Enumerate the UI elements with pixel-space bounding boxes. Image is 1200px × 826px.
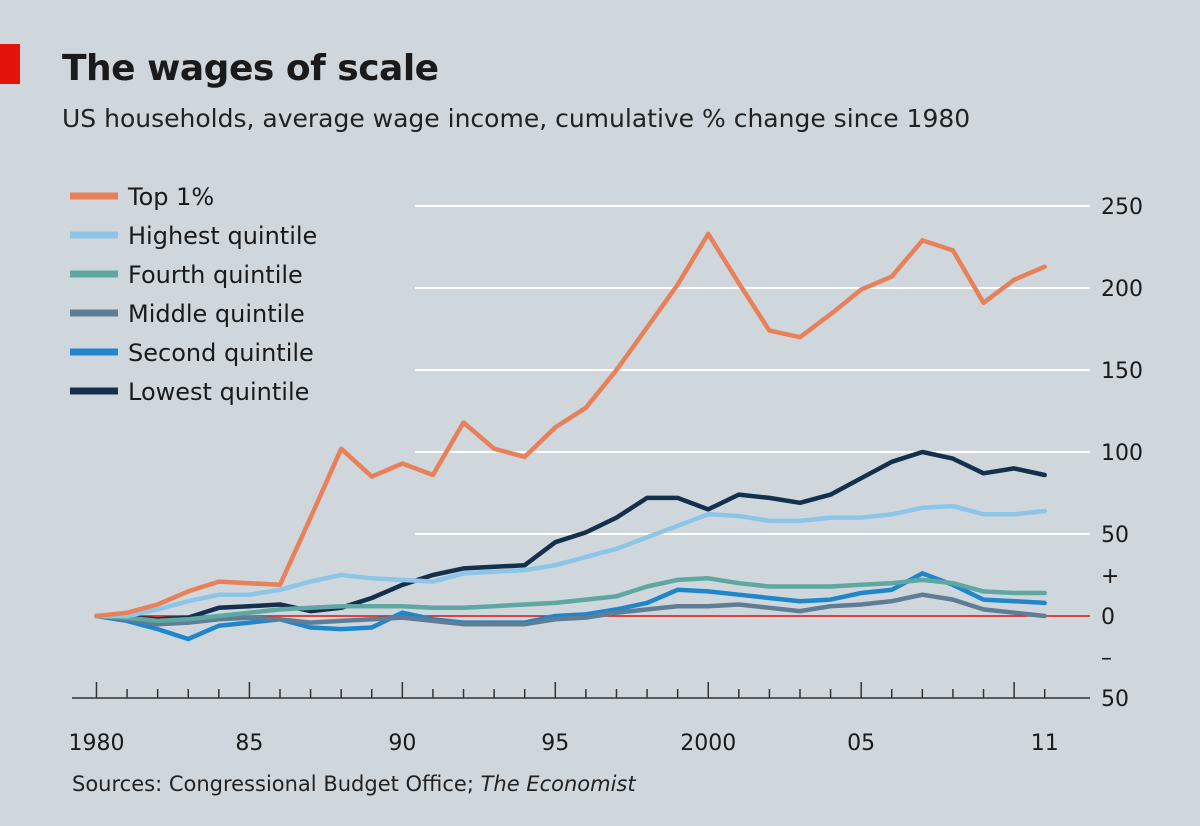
legend-label-2: Fourth quintile	[128, 261, 303, 289]
series-line-0	[94, 231, 1047, 619]
y-tick-label-3: 100	[1101, 441, 1143, 466]
chart-subtitle: US households, average wage income, cumu…	[62, 104, 971, 133]
y-tick-label-4: 50	[1101, 523, 1129, 548]
series-line-3	[94, 592, 1047, 627]
y-sign-label-1: –	[1101, 646, 1112, 671]
y-tick-label-2: 150	[1101, 359, 1143, 384]
x-tick-label-5: 05	[847, 731, 875, 756]
brand-accent-bar	[0, 44, 20, 84]
series-line-4	[94, 571, 1047, 642]
y-tick-label-6: 50	[1101, 687, 1129, 712]
chart-source: Sources: Congressional Budget Office; Th…	[72, 772, 636, 796]
legend-label-5: Lowest quintile	[128, 378, 309, 406]
legend-label-4: Second quintile	[128, 339, 314, 367]
x-tick-label-0: 1980	[68, 731, 124, 756]
source-publisher: The Economist	[480, 772, 636, 796]
y-sign-label-0: +	[1101, 564, 1119, 589]
x-tick-label-1: 85	[235, 731, 263, 756]
legend-label-1: Highest quintile	[128, 222, 317, 250]
legend-label-0: Top 1%	[127, 183, 214, 211]
y-tick-label-5: 0	[1101, 605, 1115, 630]
chart-title: The wages of scale	[62, 48, 439, 89]
x-tick-label-4: 2000	[680, 731, 736, 756]
y-tick-label-0: 250	[1101, 195, 1143, 220]
legend-label-3: Middle quintile	[128, 300, 305, 328]
series-line-1	[94, 503, 1047, 619]
x-tick-label-6: 11	[1031, 731, 1059, 756]
x-tick-label-3: 95	[541, 731, 569, 756]
series-line-5	[94, 449, 1047, 622]
y-tick-label-1: 200	[1101, 277, 1143, 302]
series-line-2	[94, 576, 1047, 624]
source-prefix: Sources: Congressional Budget Office;	[72, 772, 481, 796]
x-tick-label-2: 90	[388, 731, 416, 756]
